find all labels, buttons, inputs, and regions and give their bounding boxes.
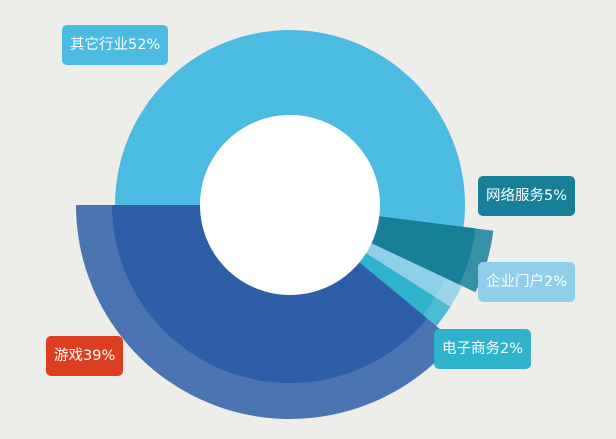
slice-enterprise-portal-core bbox=[365, 243, 446, 298]
slice-network-services-core bbox=[371, 216, 476, 285]
slice-ecommerce-core bbox=[359, 253, 436, 315]
label-other-industries: 其它行业52% bbox=[62, 25, 169, 65]
label-games: 游戏39% bbox=[46, 336, 124, 376]
donut-hole bbox=[200, 115, 380, 295]
slice-games-core bbox=[112, 205, 428, 383]
slice-other-industries bbox=[115, 30, 465, 227]
label-network-services: 网络服务5% bbox=[478, 176, 576, 216]
label-enterprise-portal: 企业门户2% bbox=[478, 262, 576, 302]
label-ecommerce: 电子商务2% bbox=[434, 329, 532, 369]
